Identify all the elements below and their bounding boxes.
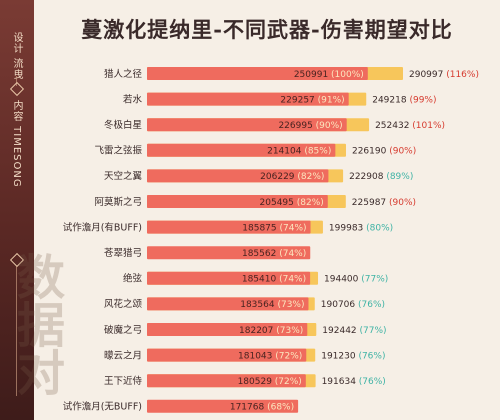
primary-value-label: 171768 (68%) [230,403,294,413]
secondary-value-label: 222908 (89%) [349,172,413,182]
side-credit-content: 内容 TIMESONG [11,100,22,188]
primary-value-label: 185875 (74%) [242,223,306,233]
category-label: 曚云之月 [104,349,142,361]
primary-bar [147,118,347,132]
category-label: 风花之颂 [104,298,143,310]
category-label: 试作澹月(有BUFF) [63,221,142,233]
primary-value-label: 214104 (85%) [267,147,331,157]
side-panel: 设计 流曳 内容 TIMESONG [0,0,34,420]
primary-bar [147,169,329,183]
primary-value-label: 180529 (72%) [238,377,302,387]
category-label: 猎人之径 [104,68,143,80]
category-label: 冬极白星 [104,119,142,131]
side-divider [16,76,17,86]
primary-bar [147,143,336,157]
primary-value-label: 206229 (82%) [260,172,324,182]
primary-bar [147,195,328,208]
primary-bar [147,92,349,106]
primary-value-label: 229257 (91%) [280,95,344,105]
category-label: 试作澹月(无BUFF) [63,401,142,413]
secondary-value-label: 249218 (99%) [372,95,436,105]
secondary-value-label: 199983 (80%) [329,223,393,233]
category-label: 王下近侍 [104,375,143,387]
primary-value-label: 183564 (73%) [240,300,304,310]
secondary-value-label: 191634 (76%) [322,377,386,387]
primary-bar [147,67,368,80]
category-label: 天空之翼 [104,170,143,182]
side-credit-design: 设计 流曳 [11,32,22,81]
primary-value-label: 181043 (72%) [238,351,302,361]
primary-bar [147,399,299,413]
category-label: 破魔之弓 [104,324,142,336]
primary-bar [147,246,311,260]
primary-value-label: 185410 (74%) [242,275,306,285]
category-label: 飞雷之弦振 [94,145,142,157]
primary-value-label: 182207 (73%) [239,326,303,336]
primary-bar [147,297,309,311]
secondary-value-label: 191230 (76%) [321,351,385,361]
side-divider [16,266,17,396]
secondary-value-label: 226190 (90%) [352,147,416,157]
secondary-value-label: 290997 (116%) [409,70,479,80]
secondary-value-label: 190706 (76%) [321,300,385,310]
category-label: 苍翠猎弓 [104,247,142,259]
primary-bar [147,374,306,388]
primary-bar [147,348,307,362]
primary-bar [147,323,308,336]
primary-value-label: 205495 (82%) [260,198,324,208]
primary-bar [147,220,311,234]
background-watermark: 数据对 [8,252,64,396]
secondary-value-label: 192442 (77%) [322,326,386,336]
category-label: 阿莫斯之弓 [94,196,142,208]
category-label: 若水 [123,93,143,105]
primary-value-label: 226995 (90%) [278,121,342,131]
category-label: 绝弦 [123,273,143,285]
secondary-value-label: 252432 (101%) [375,121,445,131]
primary-value-label: 250991 (100%) [294,70,364,80]
secondary-value-label: 194400 (77%) [324,275,388,285]
primary-value-label: 185562 (74%) [242,249,306,259]
chart-title: 蔓激化提纳里-不同武器-伤害期望对比 [81,17,453,42]
primary-bar [147,271,311,285]
secondary-value-label: 225987 (90%) [352,198,416,208]
